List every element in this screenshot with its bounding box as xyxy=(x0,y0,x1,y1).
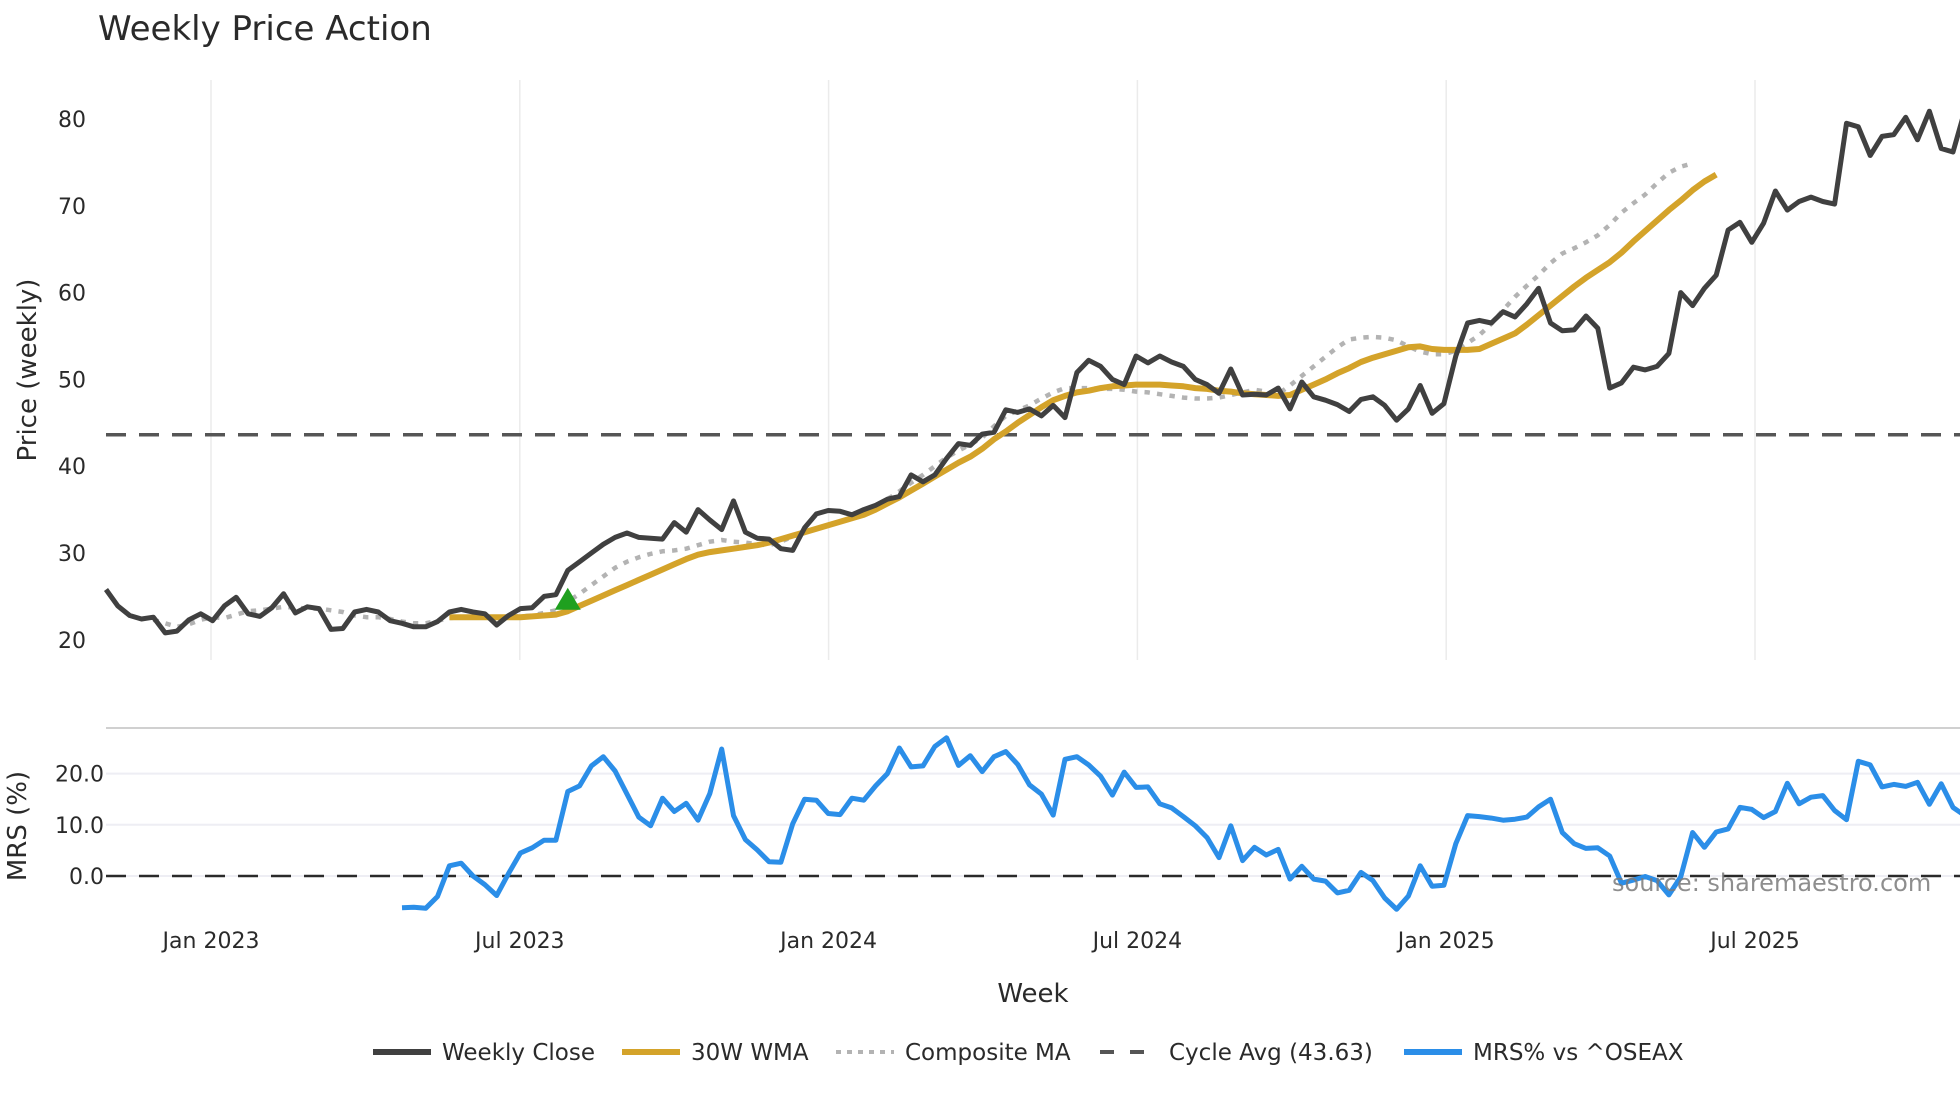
mrs-series xyxy=(106,735,1960,912)
price-y-tick-label: 80 xyxy=(58,108,86,133)
legend-item: 30W WMA xyxy=(622,1040,809,1066)
x-tick-label: Jul 2024 xyxy=(1091,929,1183,954)
x-tick-label: Jan 2024 xyxy=(778,929,877,954)
legend-item: Weekly Close xyxy=(373,1040,595,1066)
price-panel: 20 30 40 50 60 70 80 Price (weekly) xyxy=(13,80,1960,660)
price-gridlines xyxy=(210,80,1756,660)
mrs-panel: 0.0 10.0 20.0 MRS (%) source: sharemaestro… xyxy=(3,735,1960,912)
buy-signal-triangle-icon xyxy=(554,587,581,610)
price-y-tick-label: 40 xyxy=(58,455,86,480)
x-tick-label: Jan 2025 xyxy=(1396,929,1495,954)
weekly-close-line xyxy=(103,108,1960,636)
legend-item: Cycle Avg (43.63) xyxy=(1100,1040,1373,1066)
price-series xyxy=(103,108,1960,636)
x-axis-ticks: Jan 2023 Jul 2023 Jan 2024 Jul 2024 Jan 2025… xyxy=(161,929,1800,954)
legend-item: MRS% vs ^OSEAX xyxy=(1404,1040,1684,1066)
mrs-y-tick-label: 0.0 xyxy=(69,865,104,890)
price-y-tick-label: 70 xyxy=(58,195,86,220)
mrs-y-ticks: 0.0 10.0 20.0 xyxy=(55,763,104,890)
legend: Weekly Close 30W WMA Composite MA Cycle Avg… xyxy=(373,1040,1684,1066)
legend-item: Composite MA xyxy=(836,1040,1071,1066)
mrs-vs-oseax-line xyxy=(401,735,1960,912)
price-y-tick-label: 60 xyxy=(58,282,86,307)
x-tick-label: Jul 2023 xyxy=(473,929,565,954)
price-y-tick-label: 30 xyxy=(58,542,86,567)
legend-label: 30W WMA xyxy=(691,1040,809,1066)
legend-label: MRS% vs ^OSEAX xyxy=(1473,1040,1684,1066)
mrs-y-axis-label: MRS (%) xyxy=(3,771,33,881)
price-y-tick-label: 50 xyxy=(58,368,86,393)
legend-label: Cycle Avg (43.63) xyxy=(1169,1040,1373,1066)
price-y-tick-label: 20 xyxy=(58,629,86,654)
price-y-axis-label: Price (weekly) xyxy=(13,279,43,462)
chart-title: Weekly Price Action xyxy=(98,9,432,49)
mrs-y-tick-label: 20.0 xyxy=(55,763,104,788)
legend-label: Composite MA xyxy=(905,1040,1071,1066)
x-axis-label: Week xyxy=(997,979,1068,1009)
x-tick-label: Jan 2023 xyxy=(161,929,260,954)
composite-ma-line xyxy=(152,161,1694,630)
legend-label: Weekly Close xyxy=(442,1040,595,1066)
price-y-ticks: 20 30 40 50 60 70 80 xyxy=(58,108,86,654)
30w-wma-line xyxy=(449,172,1718,621)
source-annotation: source: sharemaestro.com xyxy=(1612,869,1931,897)
mrs-y-tick-label: 10.0 xyxy=(55,814,104,839)
x-tick-label: Jul 2025 xyxy=(1708,929,1800,954)
